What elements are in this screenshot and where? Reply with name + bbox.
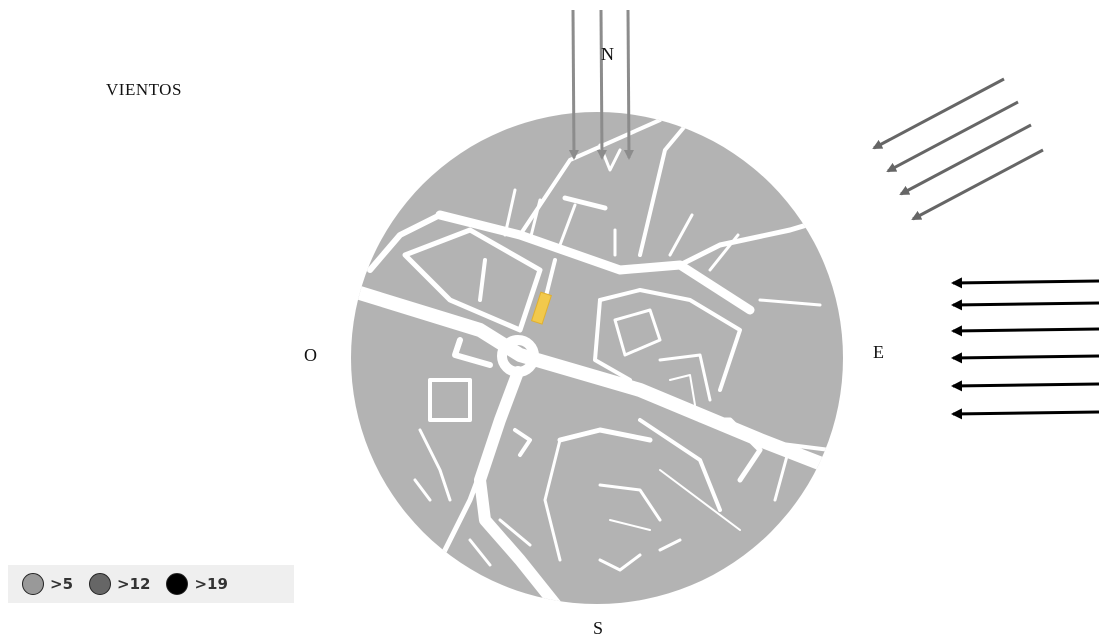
- wind-arrow: [951, 299, 1099, 311]
- wind-arrow: [951, 408, 1099, 420]
- wind-arrow: [899, 123, 1032, 196]
- wind-arrow: [623, 9, 634, 160]
- legend-swatch-dark: [166, 573, 189, 595]
- legend-item: >19: [166, 573, 228, 595]
- project-site: [530, 291, 552, 325]
- wind-arrow: [596, 9, 607, 160]
- wind-arrow: [886, 100, 1019, 173]
- wind-arrow: [568, 9, 579, 160]
- compass-south-label: S: [593, 618, 604, 638]
- street-network: [351, 118, 843, 604]
- wind-arrows-north: [568, 9, 634, 160]
- legend-item: >5: [22, 573, 73, 595]
- legend-swatch-medium: [89, 573, 112, 595]
- wind-arrow: [951, 325, 1099, 337]
- wind-arrow: [951, 380, 1099, 392]
- legend-swatch-light: [22, 573, 44, 595]
- wind-arrow: [951, 352, 1099, 364]
- legend-label: >12: [117, 575, 151, 593]
- map-title: VIENTOS: [106, 80, 182, 99]
- legend-label: >19: [194, 575, 228, 593]
- wind-arrows-east: [951, 277, 1099, 420]
- compass-north-label: N: [601, 44, 614, 64]
- wind-arrow: [872, 77, 1005, 150]
- wind-arrows-northeast: [872, 77, 1044, 221]
- wind-arrow: [911, 148, 1044, 221]
- compass-east-label: E: [873, 342, 884, 362]
- wind-arrow: [951, 277, 1099, 289]
- compass-west-label: O: [304, 345, 317, 365]
- legend-label: >5: [50, 575, 74, 593]
- wind-speed-legend: >5 >12 >19: [8, 565, 294, 603]
- legend-item: >12: [89, 573, 150, 595]
